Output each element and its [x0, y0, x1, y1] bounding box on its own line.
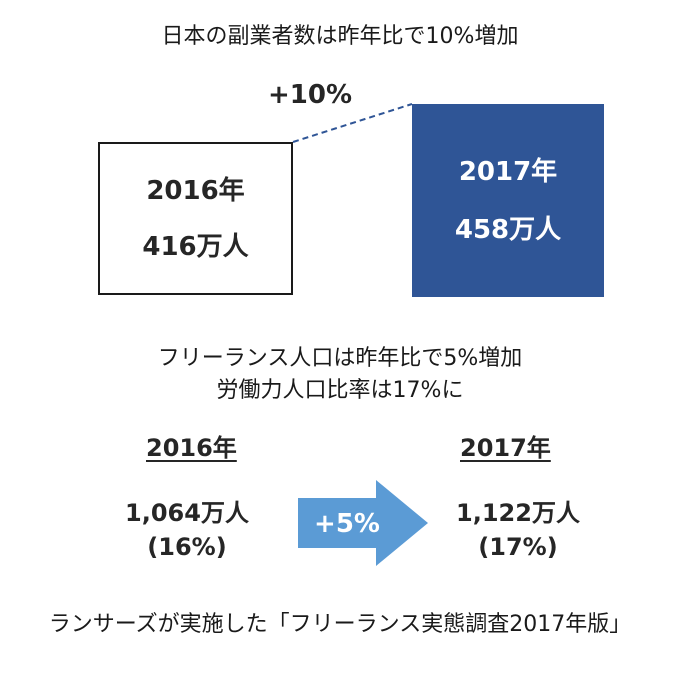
freelance-value-2017: 1,122万人 — [456, 499, 580, 527]
box-2017-value: 458万人 — [454, 214, 562, 245]
growth-label-side-jobs: +10% — [268, 80, 353, 110]
freelance-ratio-2017: (17%) — [478, 532, 558, 561]
freelance-year-2017: 2017年 — [460, 434, 551, 462]
source-note: ランサーズが実施した「フリーランス実態調査2017年版」 — [48, 612, 632, 637]
box-2016-value: 416万人 — [142, 231, 249, 262]
freelance-ratio-2016: (16%) — [147, 532, 227, 561]
freelance-value-2016: 1,064万人 — [125, 499, 249, 527]
growth-arrow-icon — [298, 480, 428, 566]
chart-title: 日本の副業者数は昨年比で10%増加 — [161, 24, 519, 49]
growth-arrow-shape — [298, 480, 428, 566]
box-2017-side-jobs: 2017年 458万人 — [412, 104, 604, 297]
box-2016-year: 2016年 — [146, 175, 245, 206]
freelance-subtitle-line2: 労働力人口比率は17%に — [216, 378, 464, 403]
freelance-subtitle-line1: フリーランス人口は昨年比で5%増加 — [157, 346, 523, 371]
freelance-stat-2016: 1,064万人 (16%) — [92, 497, 282, 564]
freelance-stat-2017: 1,122万人 (17%) — [412, 497, 624, 564]
growth-arrow-label: +5% — [314, 509, 380, 539]
box-2016-side-jobs: 2016年 416万人 — [98, 142, 293, 295]
freelance-year-2016: 2016年 — [146, 434, 237, 462]
box-2017-year: 2017年 — [458, 156, 558, 187]
